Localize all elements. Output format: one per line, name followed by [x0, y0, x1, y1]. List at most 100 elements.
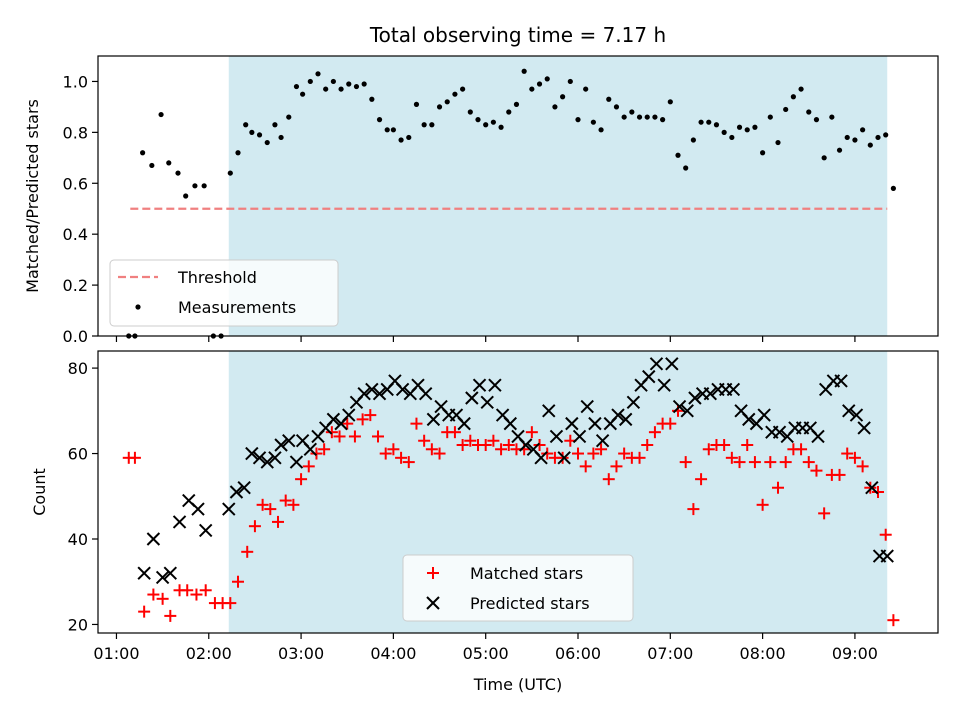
measurement-point [183, 193, 189, 199]
predicted-star-point [880, 549, 894, 563]
measurement-point [490, 119, 496, 125]
matched-star-point [464, 434, 477, 447]
measurement-point [544, 76, 550, 82]
measurement-point [606, 96, 612, 102]
measurement-point [201, 183, 207, 189]
matched-star-point [325, 426, 338, 439]
measurement-point [483, 122, 489, 128]
matched-star-point [495, 443, 508, 456]
matched-star-point [887, 614, 900, 627]
predicted-star-point [588, 416, 602, 431]
measurement-point [307, 78, 313, 85]
x-tick-label: 07:00 [647, 644, 693, 663]
matched-star-point [733, 456, 746, 469]
x-axis-label: Time (UTC) [473, 675, 562, 694]
predicted-star-point [503, 416, 518, 431]
measurement-point [175, 170, 181, 176]
matched-star-point [479, 439, 492, 451]
predicted-star-point [282, 434, 296, 448]
matched-star-point [128, 451, 141, 464]
matched-star-point [556, 451, 569, 464]
shaded-span-rect [228, 56, 888, 336]
measurement-point [361, 81, 367, 87]
matched-star-point [156, 592, 169, 605]
measurement-point [390, 127, 396, 133]
matched-star-point [772, 481, 784, 494]
matched-star-point [718, 439, 731, 451]
matched-star-point [602, 473, 615, 486]
measurement-point [744, 127, 750, 133]
measurement-point [272, 122, 278, 128]
measurement-point [264, 139, 270, 146]
measurement-point [713, 122, 720, 128]
top-x-ticks [115, 336, 856, 342]
bottom-axes-frame [97, 350, 939, 634]
measurement-point [513, 101, 520, 107]
predicted-star-point [146, 532, 161, 546]
measurement-point [330, 78, 336, 85]
measurement-point [323, 86, 329, 92]
matched-star-point [456, 439, 469, 451]
y-tick-label: 80 [68, 359, 88, 378]
predicted-star-point [857, 421, 871, 435]
bottom-y-axis-label: Count [30, 468, 49, 516]
bottom-legend: Matched stars Predicted stars [402, 554, 634, 622]
measurement-point [644, 114, 650, 120]
matched-star-point [818, 507, 831, 520]
predicted-star-point [626, 395, 641, 409]
matched-star-point [525, 426, 538, 439]
predicted-star-point [237, 481, 251, 495]
x-tick-label: 05:00 [463, 644, 509, 663]
matched-star-point [318, 443, 331, 456]
measurement-point [406, 134, 412, 141]
measurement-point [460, 86, 466, 92]
matched-star-point [402, 456, 415, 469]
matched-star-point [748, 456, 761, 469]
matched-star-point [833, 468, 846, 481]
matched-star-point [241, 545, 254, 558]
measurement-point [836, 147, 843, 153]
bottom-y-ticks: 20 40 60 80 [68, 359, 98, 634]
matched-star-point [224, 597, 237, 610]
predicted-star-point [191, 502, 205, 516]
measurement-point [867, 142, 873, 148]
measurement-point [278, 134, 284, 141]
measurement-point [813, 117, 820, 123]
predicted-star-point [289, 455, 304, 469]
matched-star-point [541, 447, 554, 460]
measurement-point [452, 91, 458, 97]
top-legend: Threshold Measurements [109, 259, 339, 327]
measurement-point [698, 119, 704, 125]
x-tick-label: 06:00 [555, 644, 601, 663]
measurement-point [660, 117, 666, 123]
matched-star-point [779, 456, 792, 469]
predicted-star-point [580, 399, 594, 414]
measurement-point [286, 114, 292, 120]
predicted-star-point [488, 378, 502, 392]
measurement-point [300, 91, 306, 97]
predicted-star-point [163, 566, 178, 580]
predicted-star-point [680, 404, 694, 418]
predicted-star-point [665, 357, 679, 371]
measurement-point [783, 106, 789, 113]
predicted-star-point [772, 425, 787, 439]
measurement-point [506, 109, 512, 115]
measurement-point [575, 117, 581, 123]
predicted-star-point [268, 451, 282, 465]
predicted-star-point [865, 481, 879, 495]
matched-star-point [147, 588, 160, 601]
measurement-point [444, 99, 450, 105]
measurement-point [883, 132, 889, 138]
matched-star-point [418, 434, 431, 447]
measurement-point [583, 86, 589, 92]
chart-title: Total observing time = 7.17 h [369, 23, 666, 47]
measurement-point [149, 162, 155, 169]
measurement-point [421, 122, 427, 128]
predicted-star-point [274, 438, 288, 452]
predicted-star-point [480, 395, 494, 409]
predicted-star-point [572, 429, 587, 444]
legend-matched-label: Matched stars [470, 564, 583, 583]
measurement-point [235, 150, 241, 156]
